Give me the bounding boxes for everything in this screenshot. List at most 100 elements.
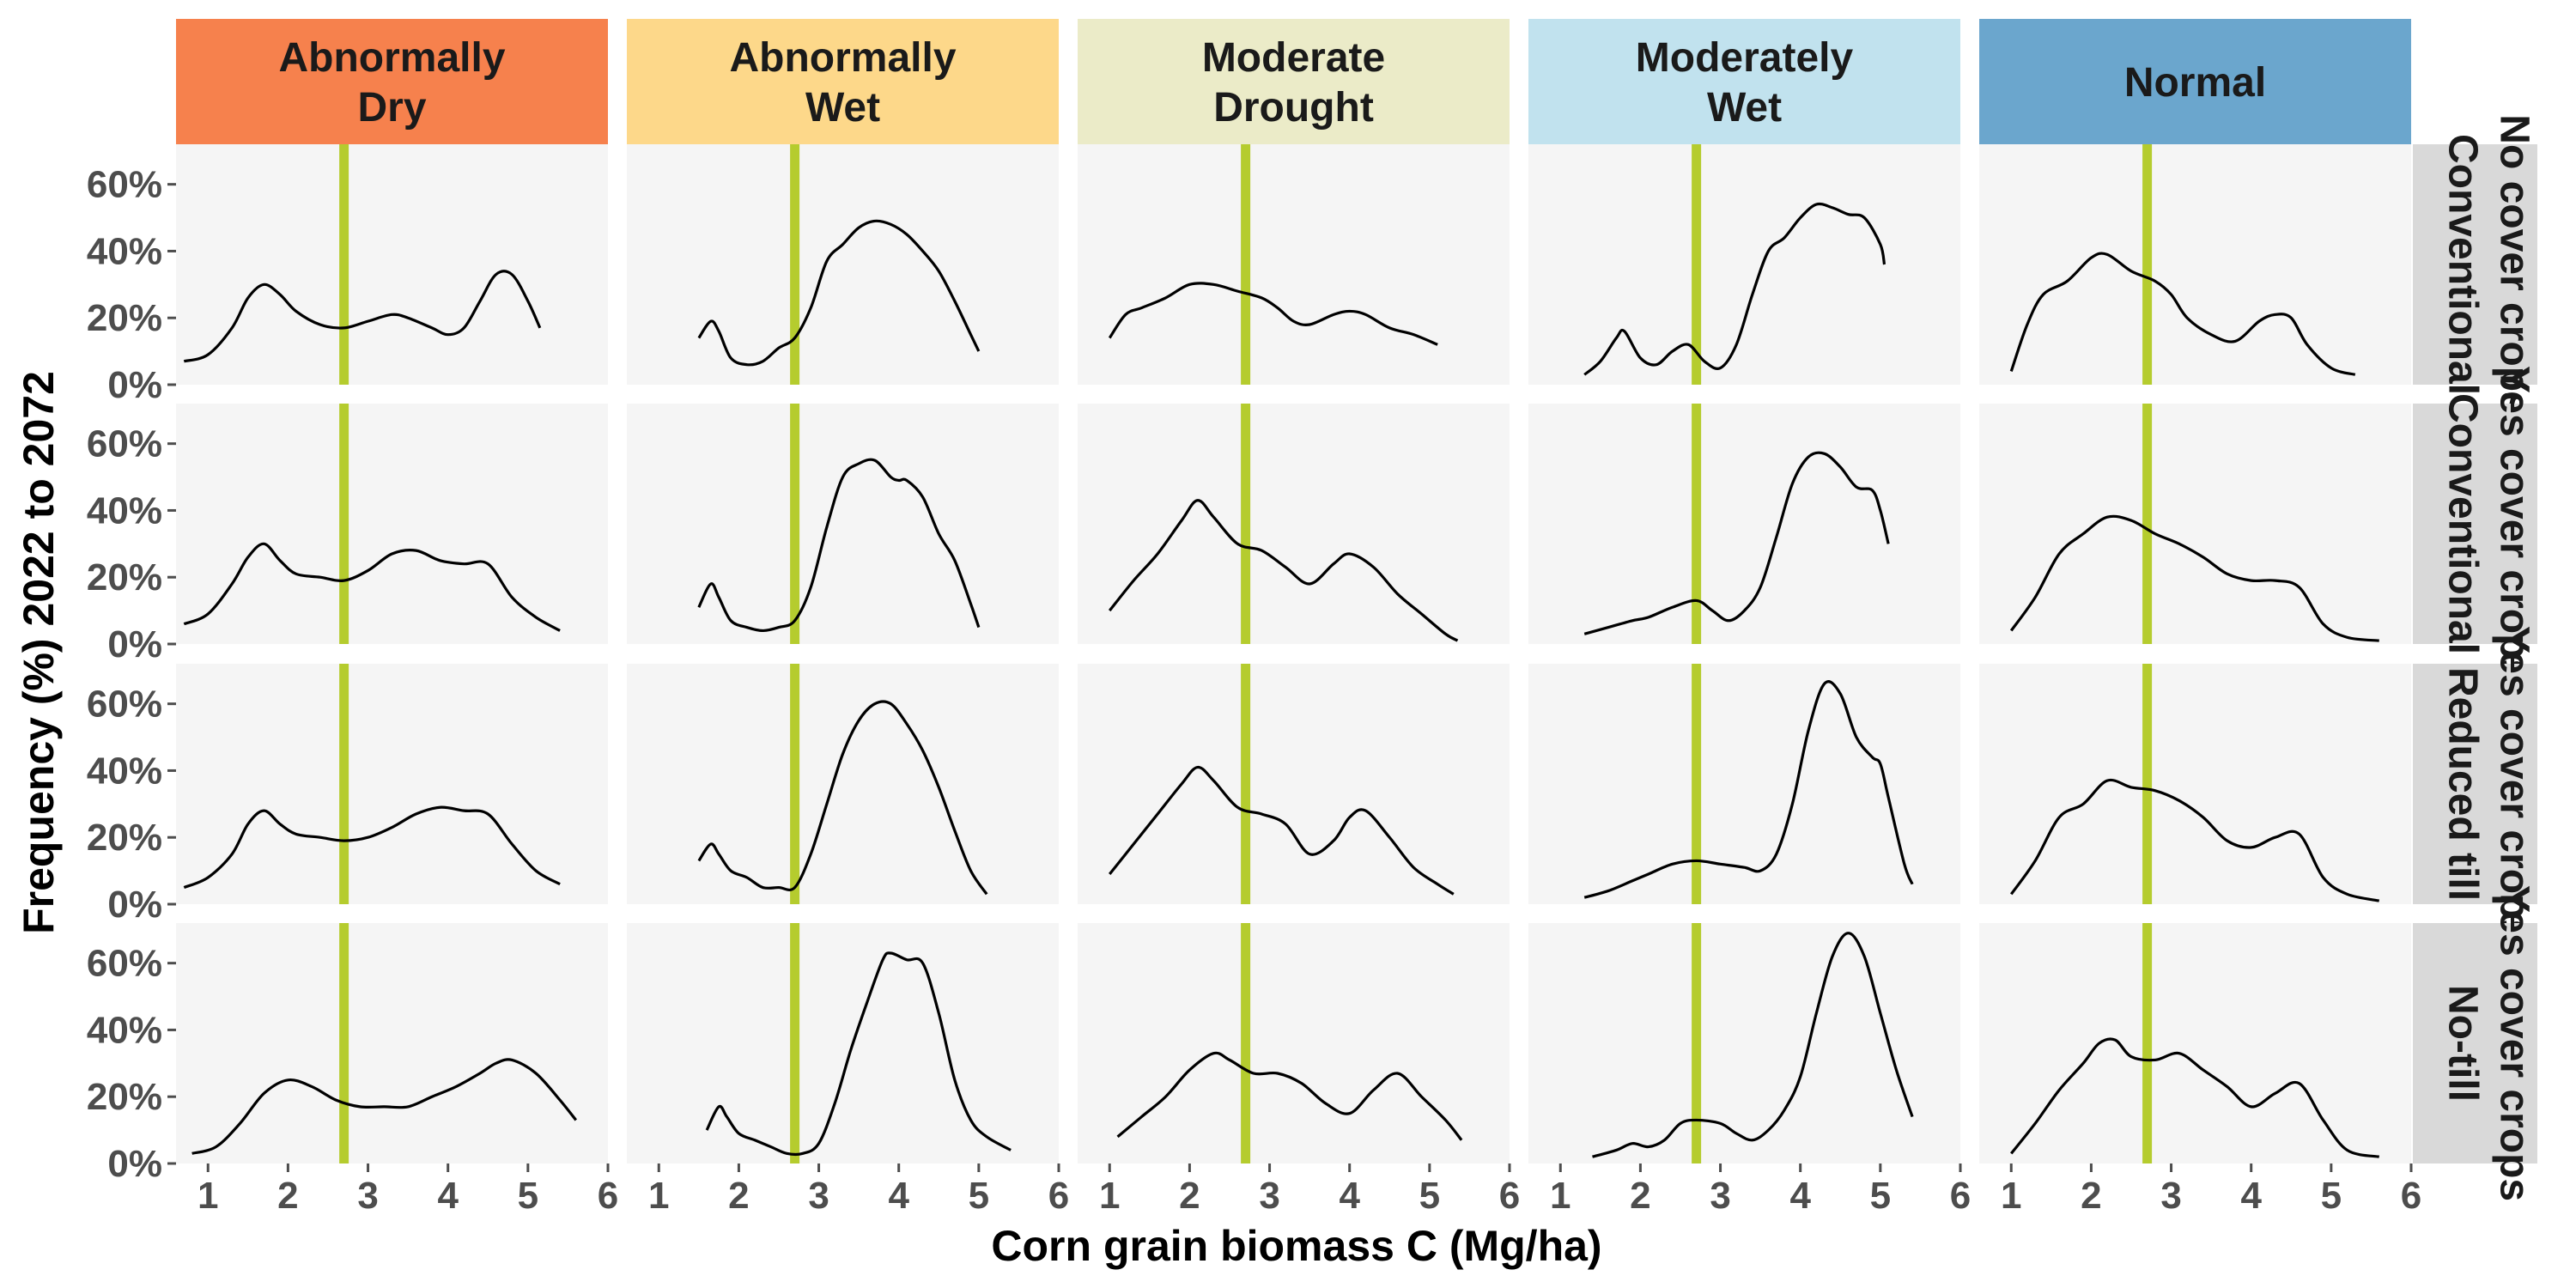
facet-panel xyxy=(176,923,608,1163)
row-strip-label: Yes cover crops xyxy=(2492,885,2537,1201)
column-strip-label: Normal xyxy=(2124,60,2266,106)
row-strip-background xyxy=(2413,144,2537,385)
column-strip-background xyxy=(176,19,608,144)
panel-background xyxy=(1979,664,2411,904)
y-tick-label: 20% xyxy=(87,297,162,339)
density-curve xyxy=(697,458,981,633)
y-tick-label: 40% xyxy=(87,230,162,272)
row-strip-label: Yes cover crops xyxy=(2492,366,2537,682)
row-strip-label: No cover crops xyxy=(2492,114,2537,414)
density-curve xyxy=(2009,252,2356,376)
x-tick-label: 1 xyxy=(2001,1175,2021,1217)
density-curve xyxy=(1116,1051,1463,1141)
facet-panel xyxy=(176,664,608,904)
y-tick-label: 60% xyxy=(87,164,162,206)
x-tick-label: 6 xyxy=(1950,1175,1971,1217)
column-strip-label: Moderately xyxy=(1636,35,1854,81)
panel-background xyxy=(1979,144,2411,385)
x-tick-label: 3 xyxy=(357,1175,378,1217)
panel-background xyxy=(1078,664,1510,904)
row-strip-label: Conventional xyxy=(2440,393,2486,654)
panel-background xyxy=(176,923,608,1163)
row-strip-label: Reduced till xyxy=(2440,667,2486,901)
y-tick-label: 0% xyxy=(107,364,162,406)
facet-panel xyxy=(1078,404,1510,644)
x-tick-label: 3 xyxy=(1259,1175,1279,1217)
facet-panel xyxy=(1979,664,2411,904)
density-curve xyxy=(1109,765,1455,896)
x-tick-label: 6 xyxy=(1048,1175,1069,1217)
facet-panel xyxy=(176,144,608,385)
column-strips: AbnormallyDryAbnormallyWetModerateDrough… xyxy=(176,19,2411,144)
column-strip-background xyxy=(1979,19,2411,144)
x-tick-label: 2 xyxy=(1630,1175,1650,1217)
x-tick-label: 2 xyxy=(728,1175,749,1217)
facet-panel xyxy=(627,144,1059,385)
facet-panel xyxy=(1528,664,1960,904)
row-strip-label: Yes cover crops xyxy=(2492,626,2537,942)
facet-panel xyxy=(1528,144,1960,385)
facet-panel xyxy=(1979,144,2411,385)
x-tick-label: 6 xyxy=(598,1175,618,1217)
facet-panel xyxy=(627,664,1059,904)
y-axis-title: Frequency (%) 2022 to 2072 xyxy=(15,371,63,934)
row-strip-label: Conventional xyxy=(2440,134,2486,395)
panel-background xyxy=(1078,404,1510,644)
row-strip-background xyxy=(2413,923,2537,1163)
x-tick-label: 5 xyxy=(518,1175,538,1217)
y-tick-label: 60% xyxy=(87,423,162,465)
density-curve xyxy=(2009,514,2379,642)
facet-panel xyxy=(1528,404,1960,644)
x-tick-label: 3 xyxy=(1710,1175,1730,1217)
y-tick-label: 60% xyxy=(87,683,162,726)
column-strip: Normal xyxy=(1979,19,2411,144)
panel-background xyxy=(627,923,1059,1163)
density-curve xyxy=(183,270,542,363)
x-tick-label: 5 xyxy=(1419,1175,1440,1217)
x-tick-label: 5 xyxy=(969,1175,989,1217)
x-tick-label: 4 xyxy=(2240,1175,2262,1217)
column-strip-label: Wet xyxy=(805,85,880,131)
x-tick-label: 1 xyxy=(1099,1175,1120,1217)
density-curve xyxy=(705,951,1012,1157)
panel-background xyxy=(1078,923,1510,1163)
density-curve xyxy=(1583,680,1914,899)
column-strip-label: Dry xyxy=(357,85,426,131)
panel-background xyxy=(1528,923,1960,1163)
panel-background xyxy=(1979,404,2411,644)
facet-panel xyxy=(1078,144,1510,385)
density-curve xyxy=(1592,932,1914,1158)
column-strip-label: Wet xyxy=(1707,85,1782,131)
panel-background xyxy=(176,144,608,385)
panel-background xyxy=(1528,664,1960,904)
panel-background xyxy=(176,664,608,904)
y-tick-label: 60% xyxy=(87,943,162,985)
column-strip-label: Abnormally xyxy=(278,35,505,81)
column-strip-background xyxy=(1528,19,1960,144)
x-tick-label: 4 xyxy=(1789,1175,1811,1217)
x-tick-label: 5 xyxy=(1870,1175,1891,1217)
facet-panel xyxy=(627,404,1059,644)
density-curve xyxy=(1583,451,1890,635)
density-curve xyxy=(183,542,561,632)
x-tick-label: 1 xyxy=(1550,1175,1571,1217)
y-tick-label: 40% xyxy=(87,750,162,792)
x-tick-label: 6 xyxy=(1499,1175,1520,1217)
x-tick-label: 5 xyxy=(2321,1175,2342,1217)
x-tick-label: 4 xyxy=(888,1175,909,1217)
density-curve xyxy=(2010,1037,2380,1158)
row-strip-background xyxy=(2413,664,2537,904)
panel-background xyxy=(627,404,1059,644)
panel-background xyxy=(176,404,608,644)
y-tick-label: 20% xyxy=(87,556,162,598)
y-tick-label: 0% xyxy=(107,884,162,926)
panel-background xyxy=(1078,144,1510,385)
